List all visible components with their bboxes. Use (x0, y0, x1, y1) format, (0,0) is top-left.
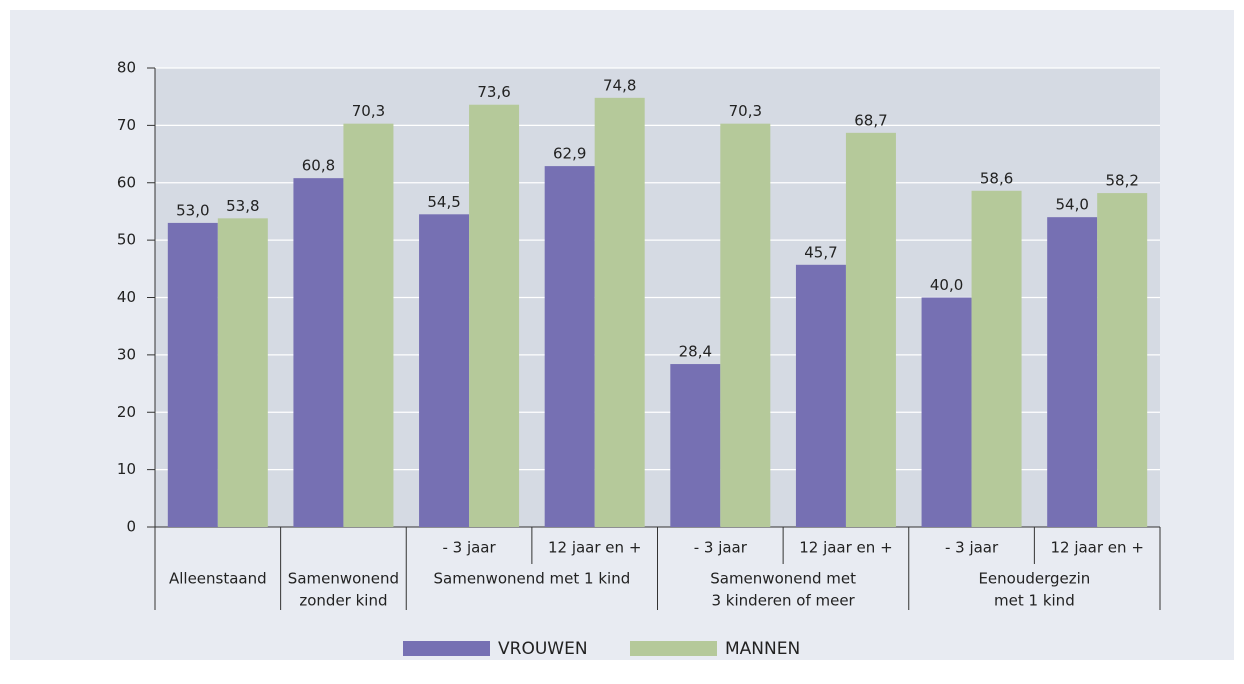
value-label: 28,4 (679, 343, 712, 361)
x-tick-label: 12 jaar en + (1050, 539, 1143, 557)
bar (469, 104, 520, 527)
y-tick-label: 80 (117, 59, 136, 77)
x-tick-label: 12 jaar en + (799, 539, 892, 557)
value-label: 62,9 (553, 145, 586, 163)
y-tick-label: 70 (117, 116, 136, 134)
value-label: 45,7 (804, 243, 837, 261)
group-label: Alleenstaand (169, 570, 267, 588)
value-label: 73,6 (477, 83, 510, 101)
y-tick-label: 20 (117, 403, 136, 421)
value-label: 70,3 (729, 102, 762, 120)
group-label: Samenwonend met (710, 570, 856, 588)
value-label: 53,8 (226, 197, 259, 215)
y-tick-label: 30 (117, 345, 136, 363)
group-label: 3 kinderen of meer (712, 592, 856, 610)
bar (217, 218, 268, 527)
bar (1047, 217, 1098, 528)
legend-swatch (403, 641, 490, 656)
legend-label: MANNEN (725, 639, 800, 659)
bar (167, 222, 218, 527)
bar (1097, 193, 1148, 527)
value-label: 40,0 (930, 276, 963, 294)
bar (670, 364, 721, 527)
legend-swatch (630, 641, 717, 656)
value-label: 54,0 (1055, 196, 1088, 214)
bar (971, 190, 1022, 527)
y-tick-label: 50 (117, 231, 136, 249)
value-label: 54,5 (427, 193, 460, 211)
y-tick-label: 40 (117, 288, 136, 306)
bar (343, 123, 394, 527)
value-label: 70,3 (352, 102, 385, 120)
x-tick-label: - 3 jaar (945, 539, 999, 557)
x-tick-label: - 3 jaar (442, 539, 496, 557)
value-label: 60,8 (302, 157, 335, 175)
bar (544, 166, 595, 527)
bar (845, 132, 896, 528)
y-tick-label: 0 (126, 518, 136, 536)
group-label: zonder kind (299, 592, 387, 610)
bar (419, 214, 470, 527)
value-label: 58,2 (1105, 172, 1138, 190)
x-tick-label: 12 jaar en + (548, 539, 641, 557)
y-tick-label: 60 (117, 173, 136, 191)
bar (921, 297, 972, 527)
value-label: 53,0 (176, 201, 209, 219)
bar (594, 97, 645, 528)
bar (795, 264, 846, 527)
value-label: 74,8 (603, 76, 636, 94)
group-label: met 1 kind (994, 592, 1075, 610)
group-label: Eenoudergezin (978, 570, 1090, 588)
group-label: Samenwonend met 1 kind (434, 570, 631, 588)
legend-label: VROUWEN (498, 639, 588, 659)
value-label: 68,7 (854, 111, 887, 129)
group-label: Samenwonend (288, 570, 399, 588)
bar (293, 178, 344, 527)
x-tick-label: - 3 jaar (694, 539, 748, 557)
value-label: 58,6 (980, 169, 1013, 187)
y-tick-label: 10 (117, 460, 136, 478)
bar (720, 123, 771, 527)
